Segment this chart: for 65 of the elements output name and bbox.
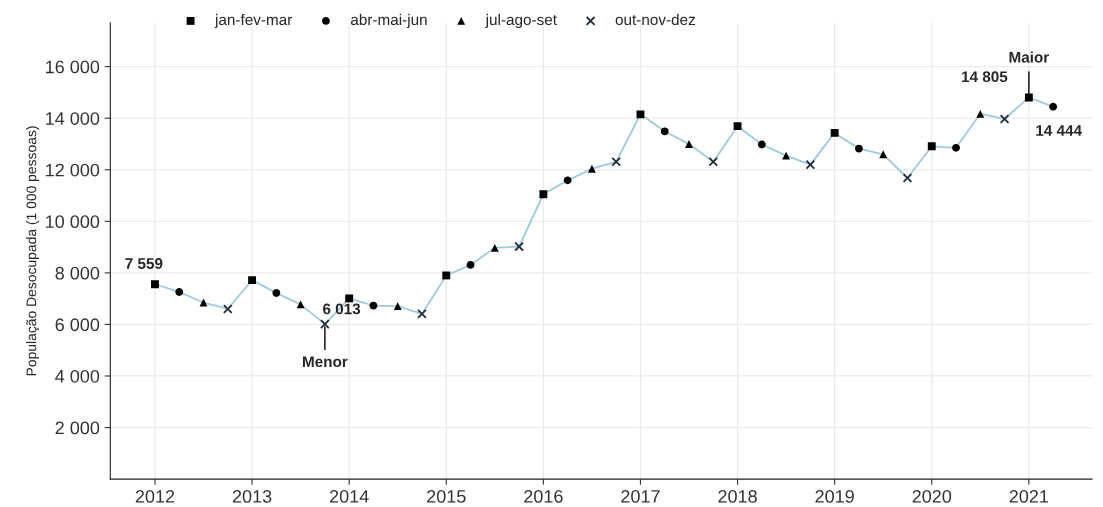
point bbox=[660, 127, 669, 136]
point bbox=[636, 110, 645, 119]
point bbox=[417, 309, 427, 319]
point bbox=[539, 190, 548, 199]
point bbox=[976, 109, 985, 118]
point bbox=[514, 241, 524, 252]
y-axis-title: População Desocupada (1 000 pessoas) bbox=[26, 126, 40, 376]
point bbox=[466, 260, 475, 269]
y-tick-label: 6 000 bbox=[55, 318, 100, 332]
point bbox=[345, 294, 354, 303]
point bbox=[733, 122, 742, 131]
y-tick-label: 14 000 bbox=[46, 112, 100, 125]
y-tick-label: 10 000 bbox=[46, 215, 100, 229]
point bbox=[611, 156, 622, 167]
x-tick-label: 2018 bbox=[718, 490, 757, 503]
point bbox=[927, 142, 936, 151]
legend-label: abr-mai-jun bbox=[350, 13, 427, 29]
annotation: Maior bbox=[1009, 51, 1049, 63]
x-tick-label: 2019 bbox=[815, 490, 854, 503]
point bbox=[902, 173, 913, 183]
point bbox=[490, 243, 499, 252]
point bbox=[708, 156, 719, 167]
x-tick-label: 2015 bbox=[427, 490, 466, 503]
point bbox=[393, 302, 402, 311]
x-tick-label: 2014 bbox=[329, 490, 369, 503]
point bbox=[248, 276, 256, 285]
point bbox=[587, 164, 596, 173]
x-tick-label: 2021 bbox=[1009, 490, 1049, 503]
y-tick-label: 12 000 bbox=[46, 163, 100, 177]
x-tick-label: 2020 bbox=[912, 490, 952, 503]
x-tick-label: 2012 bbox=[135, 490, 175, 503]
y-tick-label: 16 000 bbox=[46, 60, 100, 74]
annotation: 14 444 bbox=[1036, 125, 1082, 136]
y-tick-label: 8 000 bbox=[55, 266, 100, 280]
annotation: 14 805 bbox=[962, 71, 1008, 83]
point bbox=[175, 288, 184, 296]
x-tick-label: 2017 bbox=[621, 490, 660, 503]
y-tick-label: 4 000 bbox=[55, 369, 100, 383]
point bbox=[999, 114, 1010, 124]
point bbox=[879, 150, 888, 159]
point bbox=[151, 280, 159, 289]
point bbox=[222, 304, 233, 314]
annotation: 7 559 bbox=[125, 258, 163, 269]
legend-label: out-nov-dez bbox=[615, 13, 695, 26]
point bbox=[805, 159, 816, 170]
point bbox=[320, 319, 330, 329]
point bbox=[369, 301, 378, 310]
y-tick-label: 2 000 bbox=[55, 421, 100, 435]
x-tick-label: 2013 bbox=[232, 490, 272, 503]
point bbox=[272, 289, 281, 297]
point bbox=[685, 140, 693, 148]
annotation: 6 013 bbox=[323, 303, 361, 315]
point bbox=[757, 140, 766, 149]
point bbox=[563, 176, 572, 185]
legend-label: jan-fev-mar bbox=[214, 13, 293, 29]
x-tick-label: 2016 bbox=[524, 490, 563, 503]
point bbox=[952, 143, 960, 152]
point bbox=[855, 144, 863, 153]
point bbox=[1049, 102, 1058, 111]
point bbox=[830, 128, 839, 137]
point bbox=[296, 300, 305, 309]
legend-label: jul-ago-set bbox=[485, 13, 557, 29]
annotation: Menor bbox=[302, 356, 348, 368]
point bbox=[442, 271, 451, 280]
point bbox=[782, 151, 791, 160]
